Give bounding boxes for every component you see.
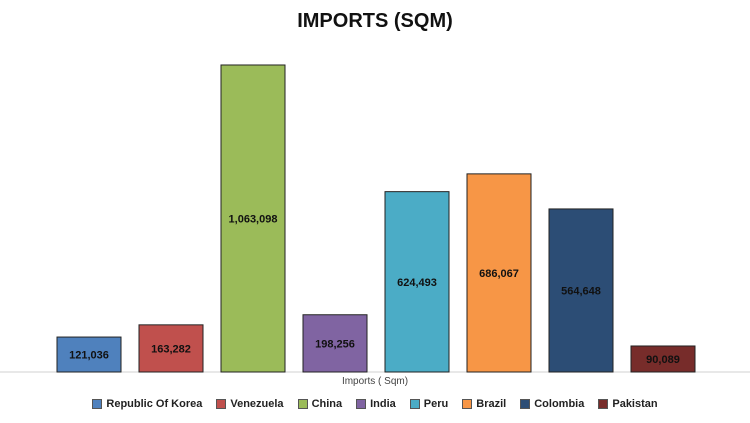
bar-india: [302, 314, 368, 373]
legend-label: India: [370, 398, 396, 410]
data-label: 198,256: [315, 338, 355, 350]
data-label: 624,493: [397, 277, 437, 289]
legend-item: China: [297, 398, 343, 410]
legend-label: Brazil: [476, 398, 507, 410]
legend-swatch: [92, 399, 103, 409]
legend-item: Peru: [409, 398, 449, 410]
data-label: 564,648: [561, 285, 601, 297]
legend-swatch: [598, 399, 609, 409]
bar-pakistan: [630, 345, 696, 373]
bar-republic-of-korea: [56, 336, 122, 373]
legend-item: Venezuela: [216, 398, 284, 410]
legend-label: Peru: [423, 398, 449, 410]
legend-item: Pakistan: [598, 398, 658, 410]
legend-label: China: [311, 398, 343, 410]
legend-item: India: [356, 398, 396, 410]
bar-brazil: [466, 173, 532, 373]
legend-swatch: [462, 399, 473, 409]
legend-swatch: [297, 399, 308, 409]
legend-label: Venezuela: [230, 398, 284, 410]
data-label: 163,282: [151, 343, 191, 355]
bar-colombia: [548, 208, 614, 373]
data-label: 1,063,098: [229, 213, 278, 225]
legend-swatch: [356, 399, 367, 409]
bar-venezuela: [138, 324, 204, 373]
legend-item: Brazil: [462, 398, 506, 410]
legend-label: Pakistan: [612, 398, 658, 410]
legend-item: Republic Of Korea: [92, 398, 202, 410]
x-axis-label: Imports ( Sqm): [341, 376, 409, 387]
legend-label: Colombia: [534, 398, 585, 410]
legend-swatch: [520, 399, 531, 409]
legend-swatch: [409, 399, 420, 409]
data-label: 686,067: [479, 268, 519, 280]
legend-label: Republic Of Korea: [106, 398, 203, 410]
bar-china: [220, 64, 286, 373]
legend-item: Colombia: [520, 398, 584, 410]
data-label: 90,089: [646, 354, 680, 366]
legend: Republic Of Korea Venezuela China India Peru…: [0, 398, 750, 410]
legend-swatch: [216, 399, 227, 409]
chart-title: IMPORTS (SQM): [297, 10, 453, 32]
bar-peru: [384, 191, 450, 373]
data-label: 121,036: [69, 350, 109, 362]
